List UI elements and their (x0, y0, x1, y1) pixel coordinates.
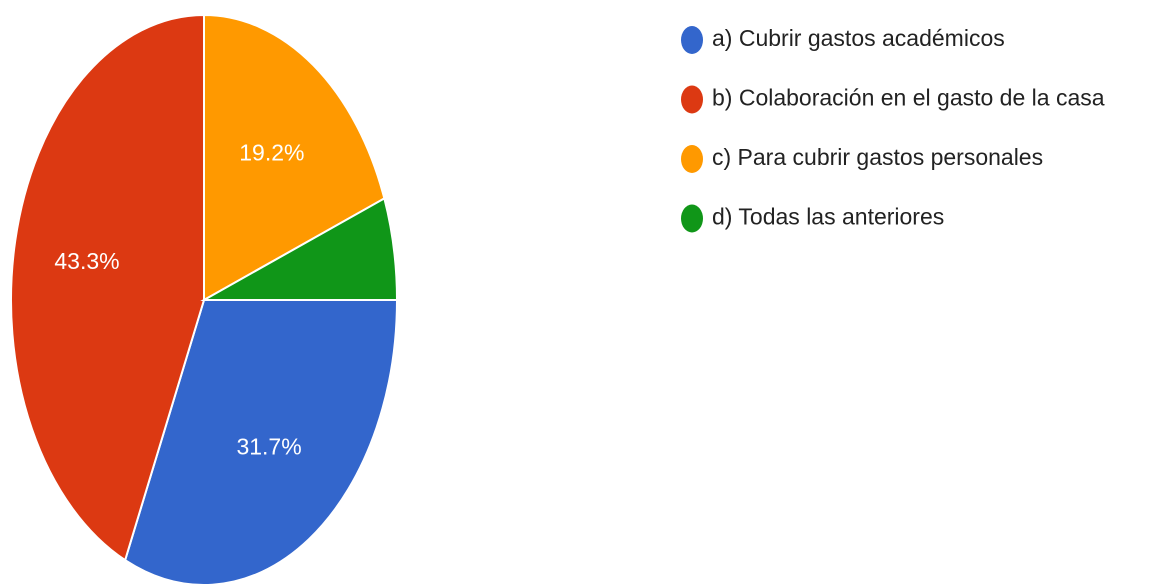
legend-marker (681, 145, 703, 173)
legend-label: b) Colaboración en el gasto de la casa (712, 85, 1105, 111)
legend-marker (681, 85, 703, 114)
pie-slice (203, 13, 386, 302)
legend-label: d) Todas las anteriores (712, 204, 944, 230)
legend-marker (681, 204, 703, 233)
legend-label: a) Cubrir gastos académicos (712, 25, 1005, 51)
pie-slice (200, 196, 399, 301)
pie-slice (123, 299, 399, 585)
legend-label: c) Para cubrir gastos personales (712, 144, 1043, 170)
slice-label: 19.2% (239, 140, 304, 166)
slice-label: 43.3% (54, 248, 119, 274)
pie-slice (10, 13, 205, 562)
slice-label: 31.7% (236, 433, 301, 459)
legend-marker (681, 26, 703, 54)
